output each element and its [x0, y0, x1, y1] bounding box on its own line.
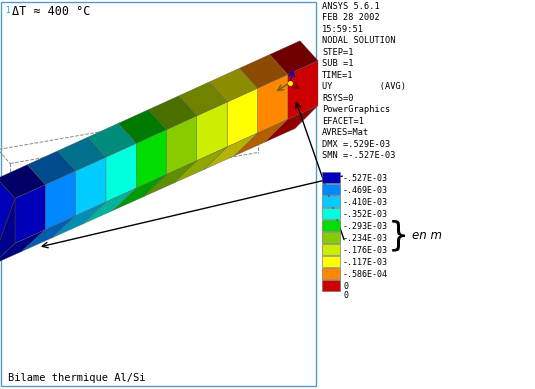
Text: }: } — [387, 219, 409, 252]
Text: EFACET=1: EFACET=1 — [322, 117, 364, 126]
Polygon shape — [0, 165, 45, 198]
Polygon shape — [143, 161, 197, 197]
Bar — [322, 196, 340, 207]
Text: RSYS=0: RSYS=0 — [322, 94, 354, 103]
Polygon shape — [75, 157, 106, 216]
Bar — [322, 184, 340, 195]
Text: ΔT ≈ 400 °C: ΔT ≈ 400 °C — [12, 5, 90, 18]
Bar — [322, 232, 340, 243]
Polygon shape — [21, 216, 75, 252]
Text: 15:59:51: 15:59:51 — [322, 25, 364, 34]
Text: Bilame thermique Al/Si: Bilame thermique Al/Si — [8, 373, 146, 383]
Polygon shape — [118, 110, 166, 143]
Text: 1: 1 — [5, 6, 10, 15]
Text: -.586E-04: -.586E-04 — [343, 270, 388, 279]
Bar — [322, 268, 340, 279]
Polygon shape — [15, 185, 45, 243]
Bar — [322, 256, 340, 267]
Text: -.234E-03: -.234E-03 — [343, 234, 388, 243]
Polygon shape — [204, 133, 257, 170]
Polygon shape — [82, 188, 136, 224]
Polygon shape — [0, 230, 45, 265]
Polygon shape — [239, 54, 288, 88]
Text: DMX =.529E-03: DMX =.529E-03 — [322, 140, 390, 149]
Bar — [322, 280, 340, 291]
Text: -.527E-03: -.527E-03 — [343, 174, 388, 183]
Polygon shape — [270, 41, 318, 74]
Text: -.410E-03: -.410E-03 — [343, 198, 388, 207]
Polygon shape — [0, 179, 15, 265]
Text: PowerGraphics: PowerGraphics — [322, 105, 390, 114]
Text: en m: en m — [412, 230, 442, 242]
Text: -.176E-03: -.176E-03 — [343, 246, 388, 255]
Text: UY         (AVG): UY (AVG) — [322, 82, 406, 91]
Text: -.117E-03: -.117E-03 — [343, 258, 388, 267]
Text: 0: 0 — [343, 291, 348, 300]
Polygon shape — [209, 68, 257, 102]
Bar — [1, 2, 316, 386]
Bar — [322, 244, 340, 255]
Polygon shape — [179, 82, 227, 116]
Polygon shape — [58, 137, 106, 171]
Bar — [322, 220, 340, 231]
Text: SUB =1: SUB =1 — [322, 59, 354, 68]
Polygon shape — [112, 174, 166, 210]
Polygon shape — [149, 96, 197, 130]
Polygon shape — [197, 102, 227, 161]
Text: -.469E-03: -.469E-03 — [343, 186, 388, 195]
Polygon shape — [265, 105, 318, 142]
Polygon shape — [166, 116, 197, 174]
Polygon shape — [173, 147, 227, 183]
Text: STEP=1: STEP=1 — [322, 48, 354, 57]
Text: FEB 28 2002: FEB 28 2002 — [322, 13, 380, 22]
Polygon shape — [52, 202, 106, 238]
Bar — [322, 172, 340, 184]
Text: SMN =-.527E-03: SMN =-.527E-03 — [322, 151, 395, 160]
Polygon shape — [288, 61, 318, 119]
Polygon shape — [88, 123, 136, 157]
Text: 0: 0 — [343, 282, 348, 291]
Polygon shape — [227, 88, 257, 147]
Text: ANSYS 5.6.1: ANSYS 5.6.1 — [322, 2, 380, 11]
Polygon shape — [27, 151, 75, 185]
Text: TIME=1: TIME=1 — [322, 71, 354, 80]
Polygon shape — [136, 130, 166, 188]
Polygon shape — [234, 119, 288, 156]
Bar — [322, 209, 340, 219]
Text: AVRES=Mat: AVRES=Mat — [322, 128, 369, 137]
Polygon shape — [257, 74, 288, 133]
Polygon shape — [45, 171, 75, 230]
Text: NODAL SOLUTION: NODAL SOLUTION — [322, 36, 395, 45]
Text: -.293E-03: -.293E-03 — [343, 222, 388, 231]
Polygon shape — [106, 143, 136, 202]
Text: -.352E-03: -.352E-03 — [343, 210, 388, 219]
Polygon shape — [0, 198, 15, 265]
